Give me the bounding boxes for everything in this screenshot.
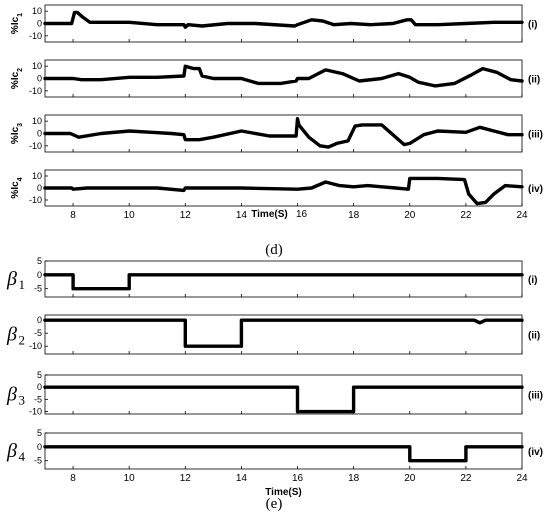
y-tick-label: -10 (29, 141, 42, 151)
y-tick-label: 0 (37, 382, 42, 392)
panel-4: 5 0 -5 β 4 (iv) 8 10 12 14 16 18 20 22 24 Time(S) (6, 428, 543, 498)
x-tick-label: 18 (348, 210, 360, 221)
y-axis-label-subscript: 4 (17, 177, 24, 181)
figure-e: 50-5β 1 (i)0-5-10β 2 (ii)50-5-10β 3 (iii)50-5β… (6, 256, 543, 498)
series-line (43, 273, 524, 291)
panel-3: 5 0 -5 -10 β 3 (iii) (6, 370, 543, 417)
series-line (43, 385, 524, 414)
x-tick-label: 22 (460, 473, 472, 484)
y-axis-label-subscript: 1 (17, 13, 24, 17)
y-tick-label: 5 (37, 370, 42, 380)
y-axis-label-subscript: 3 (19, 393, 26, 408)
y-axis-label-subscript: 4 (19, 449, 26, 464)
panel-right-label: (iii) (528, 130, 543, 141)
y-axis-label: %Ic1 (10, 13, 24, 34)
y-tick-label: -10 (29, 407, 42, 417)
y-axis-label: %Ic2 (10, 68, 24, 89)
figure-d: 100-10%Ic1(i)100-10%Ic2(ii)100-10%Ic3(ii… (10, 4, 543, 221)
y-tick-label: 0 (37, 442, 42, 452)
panel-right-label: (iv) (528, 184, 543, 195)
panel-right-label: (i) (528, 20, 537, 31)
panel-4: 10 0 -10 %Ic4 (iv) 8 10 12 14 18 20 22 24 Time(S) 16 (10, 169, 543, 221)
y-tick-label: 10 (32, 116, 42, 126)
panel-right-label: (ii) (528, 331, 540, 342)
x-tick-label: 18 (348, 473, 360, 484)
y-axis-label-main: %Ic (10, 181, 21, 199)
y-tick-label: -10 (29, 341, 42, 351)
x-tick-label: 16 (296, 209, 308, 220)
panel-right-label: (ii) (528, 75, 540, 86)
y-axis-label-subscript: 1 (19, 277, 26, 292)
x-tick-label: 16 (292, 473, 304, 484)
x-tick-label: 8 (70, 473, 76, 484)
panel-frame (44, 374, 523, 415)
y-axis-label: β (6, 384, 17, 406)
x-tick-label: 20 (404, 473, 416, 484)
x-tick-label: 8 (70, 210, 76, 221)
panel-frame (44, 314, 523, 355)
series-line (43, 318, 524, 348)
x-tick-label: 14 (236, 210, 248, 221)
series-line (43, 176, 524, 206)
x-tick-label: 22 (460, 210, 472, 221)
y-tick-label: -5 (34, 328, 42, 338)
y-tick-label: 0 (37, 183, 42, 193)
x-tick-label: 10 (124, 210, 136, 221)
x-tick-label: 24 (516, 473, 528, 484)
y-axis-label-subscript: 2 (19, 333, 26, 348)
y-axis-label-main: %Ic (10, 126, 21, 144)
y-axis-label-main: %Ic (10, 71, 21, 89)
x-tick-label: 12 (180, 473, 192, 484)
panel-frame (44, 432, 523, 470)
y-tick-label: 0 (37, 270, 42, 280)
y-tick-label: 5 (37, 428, 42, 438)
x-tick-label: 14 (236, 473, 248, 484)
y-tick-label: 10 (32, 6, 42, 16)
y-tick-label: 0 (37, 19, 42, 29)
y-axis-label: %Ic4 (10, 177, 24, 198)
y-tick-label: -10 (29, 195, 42, 205)
y-tick-label: 5 (37, 256, 42, 266)
panel-frame (44, 260, 523, 298)
panel-right-label: (i) (528, 275, 537, 286)
series-line (43, 445, 524, 463)
y-axis-label: β (6, 268, 17, 290)
y-axis-label: β (6, 324, 17, 346)
y-tick-label: 0 (37, 129, 42, 139)
panel-right-label: (iv) (528, 447, 543, 458)
y-tick-label: 0 (37, 74, 42, 84)
panel-2: 10 0 -10 %Ic2 (ii) (10, 59, 540, 98)
panel-1: 5 0 -5 β 1 (i) (6, 256, 537, 298)
y-tick-label: -5 (34, 394, 42, 404)
x-tick-label: 20 (404, 210, 416, 221)
caption-e: (e) (266, 496, 283, 512)
panel-2: 0 -5 -10 β 2 (ii) (6, 314, 540, 355)
y-tick-label: 10 (32, 171, 42, 181)
y-axis-label-subscript: 3 (17, 123, 24, 127)
y-axis-label: %Ic3 (10, 123, 24, 144)
y-axis-label: β (6, 440, 17, 462)
series-line (43, 10, 524, 29)
series-line (43, 117, 524, 149)
panel-1: 10 0 -10 %Ic1 (i) (10, 4, 537, 43)
y-tick-label: 0 (37, 315, 42, 325)
panel-right-label: (iii) (528, 391, 543, 402)
caption-d: (d) (265, 242, 283, 258)
y-axis-label-subscript: 2 (17, 68, 24, 72)
y-tick-label: -10 (29, 86, 42, 96)
y-axis-label-main: %Ic (10, 16, 21, 34)
panel-3: 10 0 -10 %Ic3 (iii) (10, 114, 543, 153)
y-tick-label: -10 (29, 31, 42, 41)
x-tick-label: 24 (516, 210, 528, 221)
y-tick-label: 10 (32, 61, 42, 71)
y-tick-label: -5 (34, 456, 42, 466)
x-tick-label: 10 (124, 473, 136, 484)
x-axis-label: Time(S) (265, 487, 302, 498)
x-tick-label: 12 (180, 210, 192, 221)
series-line (43, 64, 524, 88)
x-axis-label: Time(S) (251, 209, 288, 220)
y-tick-label: -5 (34, 284, 42, 294)
